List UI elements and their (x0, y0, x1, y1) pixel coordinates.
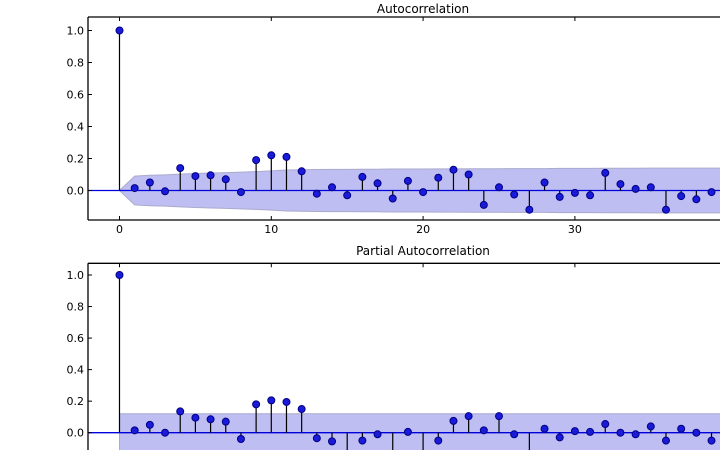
data-point-marker (403, 427, 412, 436)
data-point-marker (707, 436, 716, 445)
data-point-marker (661, 436, 670, 445)
data-point-marker (586, 191, 595, 200)
data-point-marker (221, 175, 230, 184)
data-point-marker (525, 205, 534, 214)
x-tick-label: 10 (264, 223, 278, 236)
data-point-marker (161, 428, 170, 437)
data-point-marker (677, 424, 686, 433)
data-point-marker (434, 173, 443, 182)
data-point-marker (328, 183, 337, 192)
pacf-plot-title: Partial Autocorrelation (356, 244, 490, 258)
confidence-band (119, 413, 720, 450)
data-point-marker (267, 396, 276, 405)
data-point-marker (479, 426, 488, 435)
data-point-marker (161, 187, 170, 196)
data-point-marker (646, 183, 655, 192)
y-tick-label: 0.8 (67, 300, 85, 313)
data-point-marker (267, 151, 276, 160)
y-tick-label: 0.4 (67, 120, 85, 133)
data-point-marker (312, 189, 321, 198)
data-point-marker (631, 184, 640, 193)
data-point-marker (297, 405, 306, 414)
data-point-marker (707, 188, 716, 197)
acf-plot-title: Autocorrelation (376, 2, 470, 16)
data-point-marker (540, 424, 549, 433)
data-point-marker (358, 172, 367, 181)
data-point-marker (236, 188, 245, 197)
data-point-marker (555, 433, 564, 442)
data-point-marker (616, 180, 625, 189)
data-point-marker (510, 190, 519, 199)
data-point-marker (236, 435, 245, 444)
data-point-marker (115, 271, 124, 279)
data-point-marker (328, 437, 337, 446)
y-tick-label: 0.6 (67, 88, 85, 101)
data-point-marker (646, 422, 655, 431)
data-point-marker (510, 430, 519, 439)
data-point-marker (464, 412, 473, 421)
data-point-marker (403, 176, 412, 185)
y-tick-label: 0.0 (67, 427, 85, 440)
data-point-marker (464, 170, 473, 179)
y-tick-label: 0.6 (67, 332, 85, 345)
y-tick-label: 0.4 (67, 363, 85, 376)
data-point-marker (130, 184, 139, 193)
y-tick-label: 0.0 (67, 184, 85, 197)
data-point-marker (130, 426, 139, 435)
x-tick-label: 30 (568, 223, 582, 236)
y-tick-label: 0.2 (67, 152, 85, 165)
y-tick-label: 1.0 (67, 24, 85, 37)
data-point-marker (479, 200, 488, 209)
data-point-marker (692, 195, 701, 204)
y-tick-label: 1.0 (67, 269, 85, 282)
data-point-marker (221, 417, 230, 426)
data-point-marker (434, 436, 443, 445)
data-point-marker (176, 164, 185, 173)
data-point-marker (449, 165, 458, 174)
data-point-marker (297, 167, 306, 176)
data-point-marker (206, 171, 215, 180)
data-point-marker (661, 205, 670, 214)
data-point-marker (570, 427, 579, 436)
data-point-marker (206, 415, 215, 424)
pacf-plot: 1.0 0.8 0.6 0.4 0.2 0.0 (67, 262, 720, 450)
data-point-marker (555, 192, 564, 201)
data-point-marker (388, 194, 397, 203)
acf-plot: 0102030401.00.80.60.40.20.0 (67, 16, 720, 236)
data-point-marker (282, 152, 291, 161)
data-point-marker (540, 178, 549, 187)
y-tick-label: 0.2 (67, 395, 85, 408)
data-point-marker (586, 427, 595, 436)
data-point-marker (252, 156, 261, 165)
data-point-marker (373, 179, 382, 188)
data-point-marker (495, 183, 503, 192)
data-point-marker (176, 407, 185, 416)
data-point-marker (601, 420, 610, 429)
data-point-marker (191, 172, 200, 181)
data-point-marker (601, 168, 610, 177)
x-tick-label: 20 (416, 223, 430, 236)
data-point-marker (358, 436, 367, 445)
data-point-marker (692, 428, 701, 437)
data-point-marker (677, 192, 686, 201)
y-tick-label: 0.8 (67, 56, 85, 69)
data-point-marker (631, 430, 640, 439)
data-point-marker (449, 416, 458, 425)
data-point-marker (191, 413, 200, 422)
data-point-marker (115, 26, 124, 35)
data-point-marker (495, 412, 503, 421)
data-point-marker (373, 430, 382, 439)
data-point-marker (312, 434, 321, 443)
data-point-marker (252, 400, 261, 409)
data-point-marker (282, 397, 291, 406)
data-point-marker (570, 188, 579, 197)
data-point-marker (343, 191, 352, 200)
data-point-marker (419, 188, 428, 197)
data-point-marker (145, 420, 154, 429)
x-tick-label: 0 (116, 223, 123, 236)
data-point-marker (616, 428, 625, 437)
data-point-marker (145, 178, 154, 187)
